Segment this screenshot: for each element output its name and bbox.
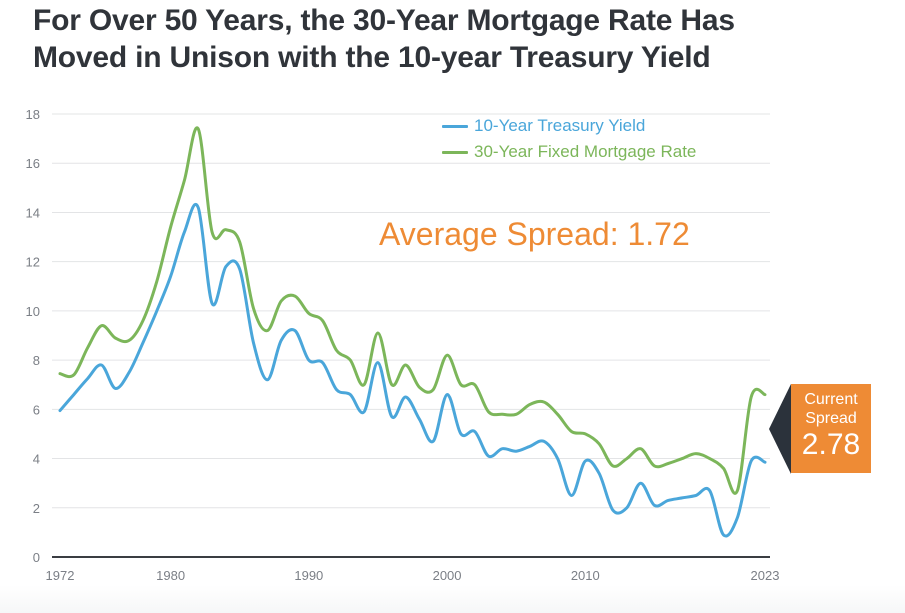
legend-item-treasury: 10-Year Treasury Yield	[442, 113, 696, 139]
y-tick-label: 6	[33, 402, 40, 417]
current-spread-callout: Current Spread 2.78	[791, 384, 871, 473]
current-spread-label-2: Spread	[805, 410, 857, 427]
y-tick-label: 8	[33, 353, 40, 368]
chart-title-line-1: For Over 50 Years, the 30-Year Mortgage …	[33, 4, 735, 37]
series-line-treasury	[58, 203, 767, 538]
chart-title-line-2: Moved in Unison with the 10-year Treasur…	[33, 41, 711, 74]
gridlines	[52, 113, 770, 509]
chart-title: For Over 50 Years, the 30-Year Mortgage …	[33, 2, 893, 76]
current-spread-label-1: Current	[804, 391, 858, 408]
x-tick-label: 2010	[571, 568, 600, 583]
legend: 10-Year Treasury Yield 30-Year Fixed Mor…	[442, 113, 696, 165]
legend-label-treasury: 10-Year Treasury Yield	[474, 116, 646, 135]
average-spread-annotation: Average Spread: 1.72	[379, 216, 690, 252]
x-tick-label: 1980	[156, 568, 185, 583]
y-tick-label: 18	[26, 107, 40, 122]
legend-swatch-mortgage	[442, 150, 468, 154]
x-tick-label: 2000	[433, 568, 462, 583]
y-tick-label: 16	[26, 156, 40, 171]
callout-arrow-icon	[769, 384, 791, 474]
series-lines	[58, 126, 767, 538]
y-tick-label: 0	[33, 550, 40, 565]
current-spread-value: 2.78	[801, 428, 861, 461]
y-tick-label: 10	[26, 304, 40, 319]
y-tick-label: 14	[26, 205, 40, 220]
legend-label-mortgage: 30-Year Fixed Mortgage Rate	[474, 142, 697, 161]
legend-item-mortgage: 30-Year Fixed Mortgage Rate	[442, 139, 696, 165]
legend-swatch-treasury	[442, 124, 468, 128]
series-line-mortgage	[58, 126, 767, 495]
x-tick-label: 1990	[294, 568, 323, 583]
x-tick-label: 1972	[46, 568, 75, 583]
x-tick-label: 2023	[751, 568, 780, 583]
y-tick-label: 4	[33, 452, 40, 467]
footer-fade	[0, 585, 905, 613]
y-tick-label: 2	[33, 501, 40, 516]
x-axis-ticks: 1972 1980 1990 2000 2010 2023	[46, 568, 780, 583]
y-tick-label: 12	[26, 255, 40, 270]
y-axis-ticks: 0 2 4 6 8 10 12 14 16 18	[26, 107, 40, 565]
